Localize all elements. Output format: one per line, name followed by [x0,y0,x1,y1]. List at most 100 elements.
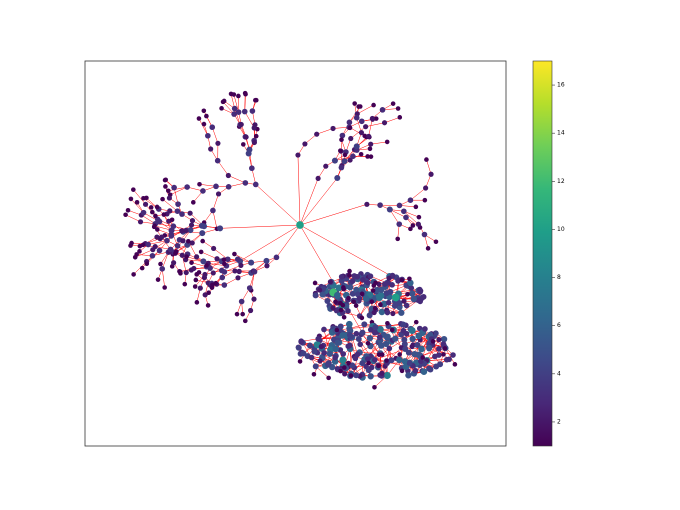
node [421,231,428,238]
node [158,261,163,267]
edge [166,230,182,241]
edge [161,252,169,269]
node [349,362,356,369]
node [410,295,417,303]
node [311,372,317,377]
node [249,108,256,114]
node [347,125,353,131]
node [423,185,429,191]
node [424,157,429,162]
node [359,329,366,336]
node [197,181,202,187]
node [214,256,220,262]
node [406,359,413,366]
node [148,205,154,210]
node [403,330,410,337]
node [371,309,377,316]
node [164,237,170,244]
colorbar-tick-label: 16 [557,82,565,89]
node [155,277,161,282]
node [376,363,381,369]
node [252,181,259,188]
node [418,345,425,353]
node [414,341,421,348]
edge [212,210,218,229]
node [346,360,351,366]
node [440,341,447,347]
edge [228,182,246,188]
node [235,275,241,281]
node [372,324,379,331]
node [201,223,208,230]
node [348,135,354,142]
edge [233,94,239,113]
node [395,106,401,111]
node [376,325,384,333]
node [371,357,378,363]
node [201,121,207,127]
node [433,239,439,245]
node [384,358,389,363]
node [200,188,206,194]
node [338,164,345,171]
node [144,261,150,267]
node [390,101,396,106]
node [209,124,216,131]
node [193,277,199,283]
node [231,111,237,117]
edge [299,224,388,376]
node [312,292,319,299]
node [367,146,373,152]
colorbar-tick-label: 14 [557,130,565,137]
node [443,356,450,363]
node [373,116,379,121]
node [396,300,403,307]
node [428,171,434,177]
edge [297,155,301,226]
node [352,355,359,362]
node [338,368,343,374]
node [225,183,232,190]
node [231,105,238,112]
node [452,362,458,367]
node [165,188,171,194]
node [385,320,390,326]
node [333,292,341,299]
node [156,218,163,225]
node [365,340,371,346]
node [409,290,416,297]
node [391,302,398,309]
node [131,187,136,192]
edge [159,235,172,251]
node [333,299,338,305]
node [379,107,386,113]
node [202,271,208,278]
node [183,269,189,276]
edge [379,353,383,374]
edge [255,184,301,226]
node [331,157,338,164]
node [397,352,402,357]
node [238,121,244,128]
node [409,335,416,343]
node [183,228,189,234]
node [405,372,412,379]
node [179,211,185,217]
node [253,133,259,139]
node [334,339,341,346]
node [347,157,353,163]
nodes [123,90,458,390]
node [296,221,304,229]
node [295,152,301,158]
node [442,346,448,351]
node [450,352,456,358]
node [358,118,365,125]
node [249,165,255,172]
node [242,318,248,324]
node [401,208,407,215]
node [415,332,423,340]
node [189,240,195,246]
node [401,336,408,343]
edge [234,253,252,263]
node [311,348,318,355]
